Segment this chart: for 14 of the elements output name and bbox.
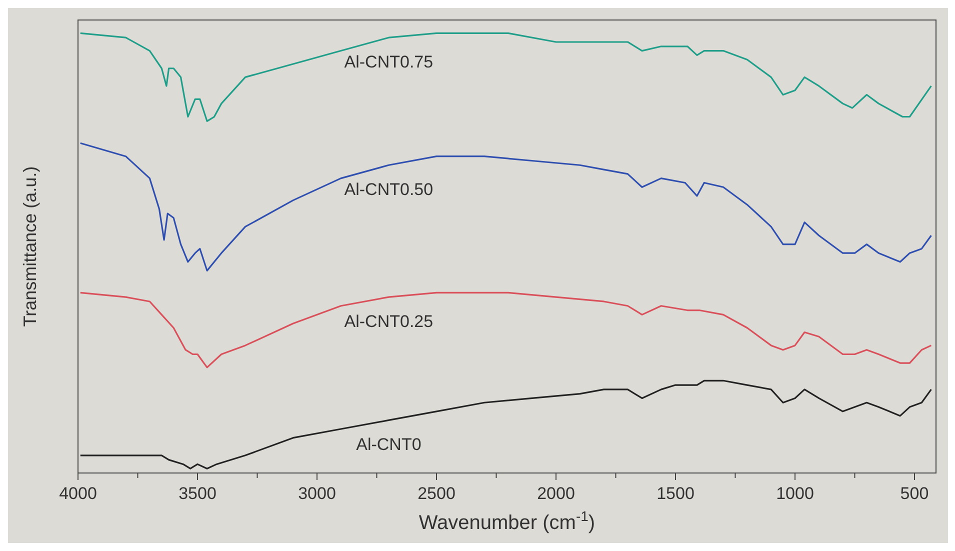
series-label: Al-CNT0.25 <box>344 312 434 332</box>
x-tick-label: 2000 <box>537 484 575 503</box>
x-tick-label: 3500 <box>178 484 216 503</box>
x-tick-label: 1000 <box>776 484 814 503</box>
x-tick-label: 3000 <box>298 484 336 503</box>
series-label: Al-CNT0.50 <box>344 180 434 200</box>
x-axis-title: Wavenumber (cm$^{-1}$) <box>418 508 596 534</box>
series-label: Al-CNT0 <box>356 435 422 454</box>
x-tick-label: 4000 <box>59 484 97 503</box>
y-axis-title: Transmittance (a.u.) <box>20 166 40 327</box>
series-label: Al-CNT0.75 <box>344 52 434 72</box>
x-tick-label: 500 <box>900 484 929 503</box>
x-tick-label: 2500 <box>418 484 456 503</box>
x-tick-label: 1500 <box>656 484 694 503</box>
